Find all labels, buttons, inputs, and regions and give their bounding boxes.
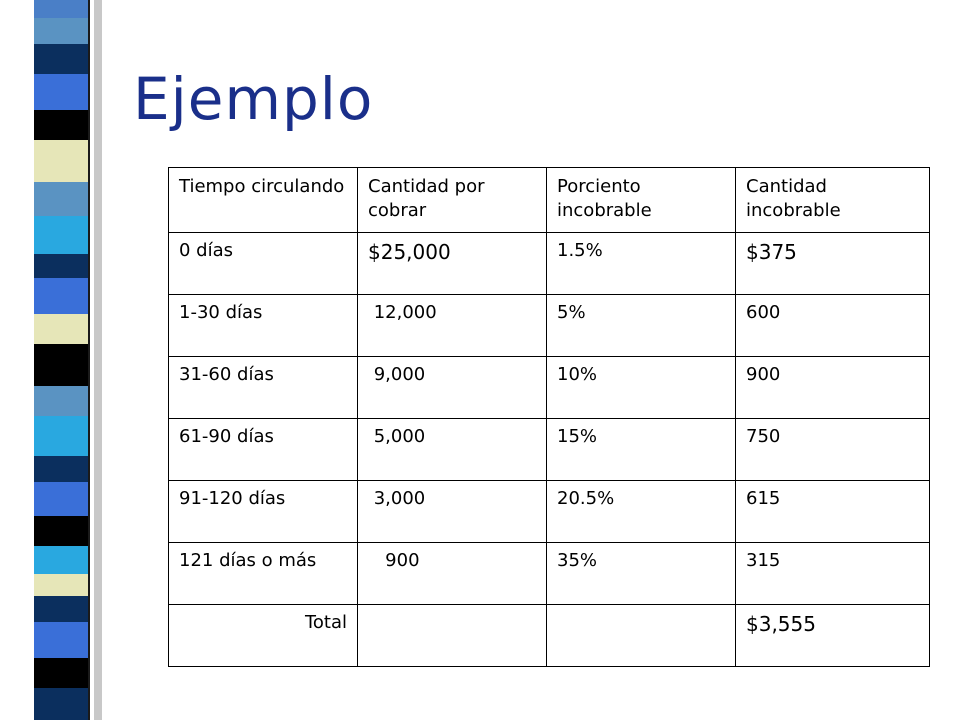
stripe-segment [34, 0, 88, 18]
cell-cantidad: 9,000 [357, 356, 547, 419]
stripe-segment [34, 658, 88, 688]
table-row: 0 días $25,000 1.5% $375 [168, 232, 930, 295]
cell-empty [357, 604, 547, 667]
shadow-line [94, 0, 102, 720]
stripe-segment [34, 18, 88, 44]
slide-title: Ejemplo [133, 65, 374, 133]
cell-incobrable: $375 [735, 232, 930, 295]
cell-tiempo: 91-120 días [168, 480, 358, 543]
table-row: 121 días o más 900 35% 315 [168, 542, 930, 605]
stripe-segment [34, 456, 88, 482]
stripe-segment [34, 344, 88, 386]
aging-table: Tiempo circulando Cantidad por cobrar Po… [168, 167, 930, 667]
cell-porciento: 1.5% [546, 232, 736, 295]
cell-cantidad: 5,000 [357, 418, 547, 481]
stripe-segment [34, 416, 88, 456]
table-row: 31-60 días 9,000 10% 900 [168, 356, 930, 419]
table-row: 91-120 días 3,000 20.5% 615 [168, 480, 930, 543]
cell-tiempo: 0 días [168, 232, 358, 295]
cell-tiempo: 1-30 días [168, 294, 358, 357]
decorative-stripe-bar [34, 0, 88, 720]
stripe-segment [34, 182, 88, 216]
cell-cantidad: $25,000 [357, 232, 547, 295]
cell-incobrable: 900 [735, 356, 930, 419]
table-row: 1-30 días 12,000 5% 600 [168, 294, 930, 357]
header-porciento: Porciento incobrable [546, 167, 736, 233]
stripe-segment [34, 278, 88, 314]
cell-tiempo: 61-90 días [168, 418, 358, 481]
cell-porciento: 35% [546, 542, 736, 605]
header-cantidad-por-cobrar: Cantidad por cobrar [357, 167, 547, 233]
stripe-segment [34, 140, 88, 182]
cell-incobrable: 600 [735, 294, 930, 357]
stripe-segment [34, 482, 88, 516]
stripe-segment [34, 546, 88, 574]
stripe-segment [34, 386, 88, 416]
stripe-segment [34, 74, 88, 110]
header-tiempo: Tiempo circulando [168, 167, 358, 233]
header-cantidad-incobrable: Cantidad incobrable [735, 167, 930, 233]
stripe-segment [34, 314, 88, 344]
cell-incobrable: 315 [735, 542, 930, 605]
cell-porciento: 5% [546, 294, 736, 357]
cell-tiempo: 121 días o más [168, 542, 358, 605]
stripe-segment [34, 110, 88, 140]
cell-cantidad: 12,000 [357, 294, 547, 357]
cell-empty [546, 604, 736, 667]
cell-incobrable: 615 [735, 480, 930, 543]
cell-tiempo: 31-60 días [168, 356, 358, 419]
divider-line [88, 0, 90, 720]
table-header-row: Tiempo circulando Cantidad por cobrar Po… [168, 167, 930, 233]
cell-porciento: 20.5% [546, 480, 736, 543]
stripe-segment [34, 622, 88, 658]
cell-porciento: 10% [546, 356, 736, 419]
stripe-segment [34, 516, 88, 546]
cell-porciento: 15% [546, 418, 736, 481]
cell-cantidad: 3,000 [357, 480, 547, 543]
table-row: 61-90 días 5,000 15% 750 [168, 418, 930, 481]
stripe-segment [34, 254, 88, 278]
cell-cantidad: 900 [357, 542, 547, 605]
cell-total-label: Total [168, 604, 358, 667]
stripe-segment [34, 574, 88, 596]
stripe-segment [34, 596, 88, 622]
cell-incobrable: 750 [735, 418, 930, 481]
cell-total-value: $3,555 [735, 604, 930, 667]
table-total-row: Total $3,555 [168, 604, 930, 667]
stripe-segment [34, 688, 88, 720]
stripe-segment [34, 216, 88, 254]
stripe-segment [34, 44, 88, 74]
